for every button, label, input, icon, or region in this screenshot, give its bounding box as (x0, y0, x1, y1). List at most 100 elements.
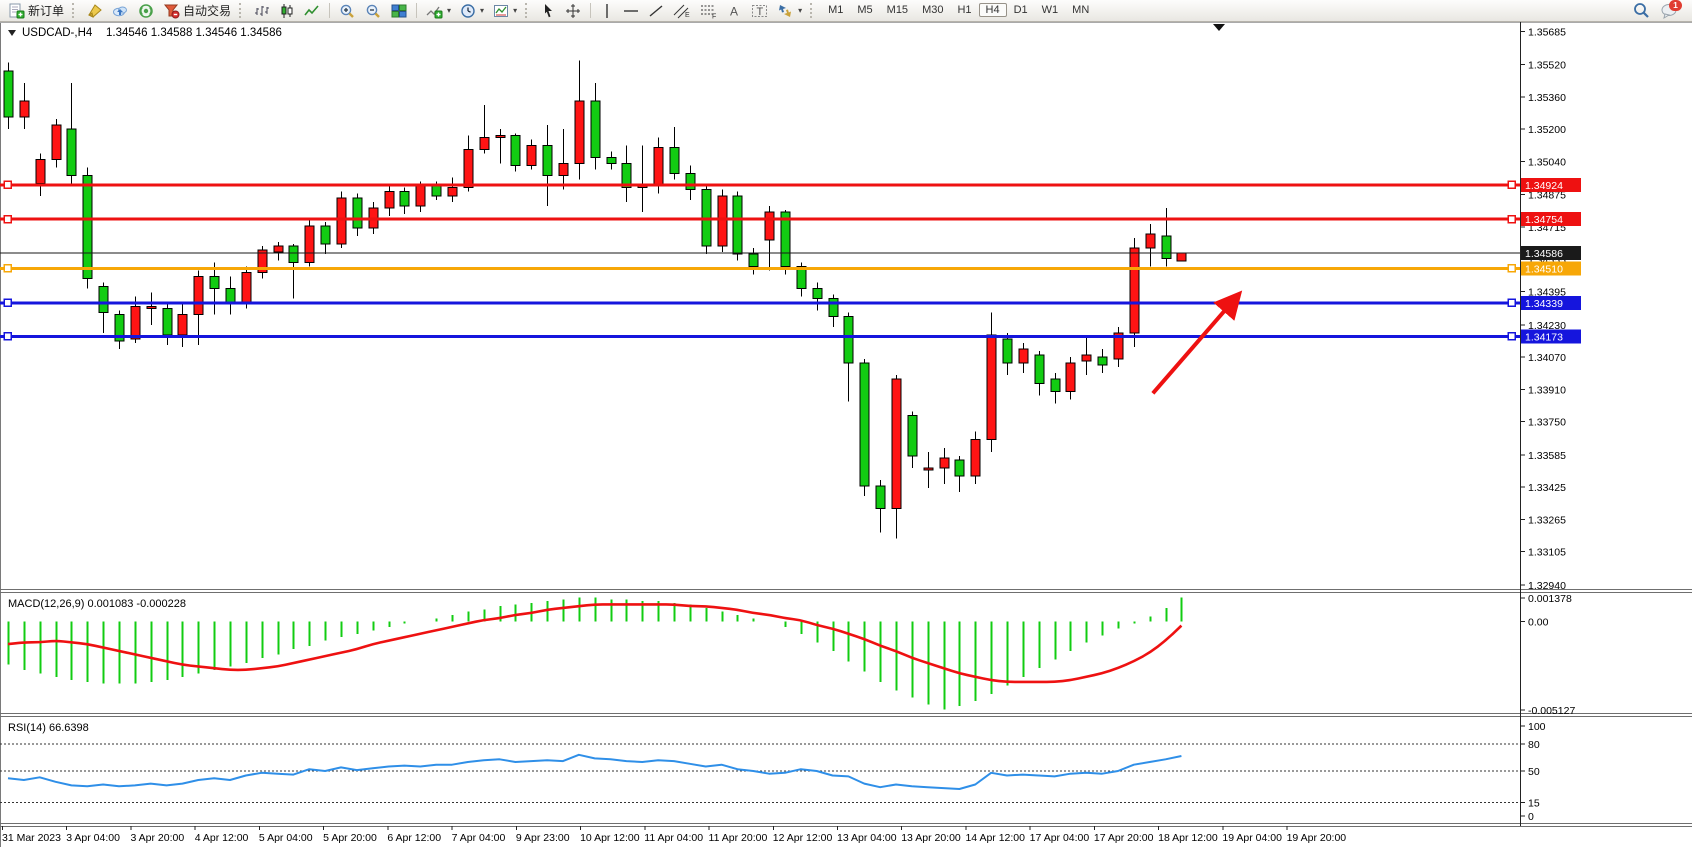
time-axis-label: 17 Apr 20:00 (1094, 832, 1154, 844)
symbol-dropdown-icon[interactable] (8, 30, 16, 36)
candle (304, 225, 315, 263)
channel-button[interactable]: E (669, 0, 695, 21)
price-line-label-text: 1.34754 (1525, 214, 1563, 226)
time-axis-label: 11 Apr 20:00 (709, 832, 768, 844)
indicators-button[interactable]: ▾ (422, 0, 455, 21)
candle (843, 316, 854, 364)
candle (1161, 235, 1172, 259)
time-axis-label: 7 Apr 04:00 (452, 832, 506, 844)
metaeditor-button[interactable] (83, 0, 107, 21)
hline-handle[interactable] (3, 214, 12, 224)
auto-trading-button[interactable]: 自动交易 (159, 0, 235, 21)
candle (1018, 348, 1029, 364)
new-order-button[interactable]: 新订单 (4, 0, 68, 21)
hline-handle[interactable] (3, 264, 12, 273)
text-label-button[interactable]: T (747, 0, 772, 21)
candle (447, 187, 458, 197)
crosshair-button[interactable] (561, 0, 585, 21)
rsi-indicator-label: RSI(14) 66.6398 (8, 722, 89, 734)
hline-handle[interactable] (3, 298, 12, 308)
bar-chart-icon (255, 5, 270, 16)
timeframe-w1-button[interactable]: W1 (1041, 4, 1059, 16)
timeframe-m5-button[interactable]: M5 (857, 4, 873, 16)
fibonacci-button[interactable]: F (696, 0, 722, 21)
hline-handle[interactable] (1507, 332, 1516, 341)
time-axis-label: 6 Apr 12:00 (387, 832, 441, 844)
candle (812, 287, 823, 300)
new-order-icon (9, 3, 25, 18)
timeframe-h4-button[interactable]: H4 (978, 3, 1007, 17)
chart-line-button[interactable] (300, 0, 324, 21)
time-axis-label: 9 Apr 23:00 (516, 832, 570, 844)
timeframe-h1-button[interactable]: H1 (957, 4, 972, 16)
macd-axis-label: 0.00 (1528, 617, 1549, 629)
candle (241, 271, 252, 304)
hline-handle[interactable] (3, 332, 12, 341)
tile-windows-button[interactable] (387, 0, 411, 21)
candle (1050, 378, 1061, 392)
toolbar-grip (810, 3, 817, 18)
rsi-axis-label: 0 (1528, 811, 1534, 823)
price-axis-tick-label: 1.33585 (1528, 450, 1566, 462)
hline-handle[interactable] (3, 180, 12, 190)
main-toolbar: 新订单 自动交易 (0, 0, 1692, 22)
chart-bars-button[interactable] (250, 0, 274, 21)
cursor-button[interactable] (536, 0, 560, 21)
chart-candles-button[interactable] (275, 0, 299, 21)
timeframe-m30-button[interactable]: M30 (922, 4, 944, 16)
trendline-button[interactable] (644, 0, 668, 21)
price-axis-tick-label: 1.35685 (1528, 26, 1566, 38)
candle (384, 191, 395, 209)
time-axis-label: 10 Apr 12:00 (580, 832, 640, 844)
text-button[interactable]: A (723, 0, 746, 21)
vertical-line-button[interactable] (596, 0, 618, 21)
mql5-cloud-button[interactable] (108, 0, 133, 21)
toolbar-separator (590, 3, 592, 18)
time-axis-label: 19 Apr 20:00 (1287, 832, 1347, 844)
candle (1176, 252, 1187, 262)
chart-canvas[interactable]: 1.35685 1.35520 1.35360 1.35200 1.35040 1.348… (0, 22, 1692, 847)
hline-handle[interactable] (1507, 298, 1516, 308)
timeframe-m15-button[interactable]: M15 (886, 4, 909, 16)
timeframe-d1-button[interactable]: D1 (1013, 4, 1028, 16)
hline-handle[interactable] (1507, 264, 1516, 273)
text-label-icon: T (752, 4, 768, 18)
chat-button[interactable]: 1 (1660, 0, 1682, 20)
hline-handle[interactable] (1507, 214, 1516, 224)
clock-icon (461, 3, 475, 18)
zoom-out-button[interactable] (361, 0, 386, 21)
price-axis-tick-label: 1.32940 (1528, 580, 1566, 592)
rsi-axis-label: 15 (1528, 798, 1540, 810)
candle (764, 211, 775, 241)
search-icon[interactable] (1633, 2, 1650, 19)
candle (526, 144, 537, 167)
candle (130, 306, 141, 340)
candle (748, 253, 759, 267)
timeframe-m1-button[interactable]: M1 (828, 4, 844, 16)
timeframe-mn-button[interactable]: MN (1072, 4, 1090, 16)
hline-handle[interactable] (1507, 180, 1516, 190)
chart-shift-marker (1213, 24, 1225, 31)
time-axis-label: 18 Apr 12:00 (1158, 832, 1218, 844)
price-line-label (1521, 295, 1581, 310)
zoom-in-button[interactable] (335, 0, 360, 21)
timeframe-group: M1 M5 M15 M30 H1 H4 D1 W1 MN (821, 2, 1096, 19)
trend-arrow-annotation[interactable] (1151, 290, 1243, 395)
line-chart-icon (304, 4, 319, 15)
dropdown-arrow-icon: ▾ (447, 6, 452, 15)
candle (954, 459, 965, 477)
candle (923, 467, 934, 471)
periods-button[interactable]: ▾ (456, 0, 488, 21)
candle (288, 245, 299, 263)
signals-button[interactable] (134, 0, 158, 21)
tile-windows-icon (391, 4, 407, 17)
chart-title: USDCAD-,H4 (22, 27, 93, 39)
templates-button[interactable]: ▾ (489, 0, 521, 21)
arrows-button[interactable]: ▾ (773, 0, 806, 21)
time-axis-label: 17 Apr 04:00 (1030, 832, 1090, 844)
metaeditor-icon (88, 3, 102, 18)
candle (939, 457, 950, 469)
horizontal-line-button[interactable] (619, 0, 643, 21)
candle (415, 185, 426, 207)
candle (146, 306, 157, 310)
